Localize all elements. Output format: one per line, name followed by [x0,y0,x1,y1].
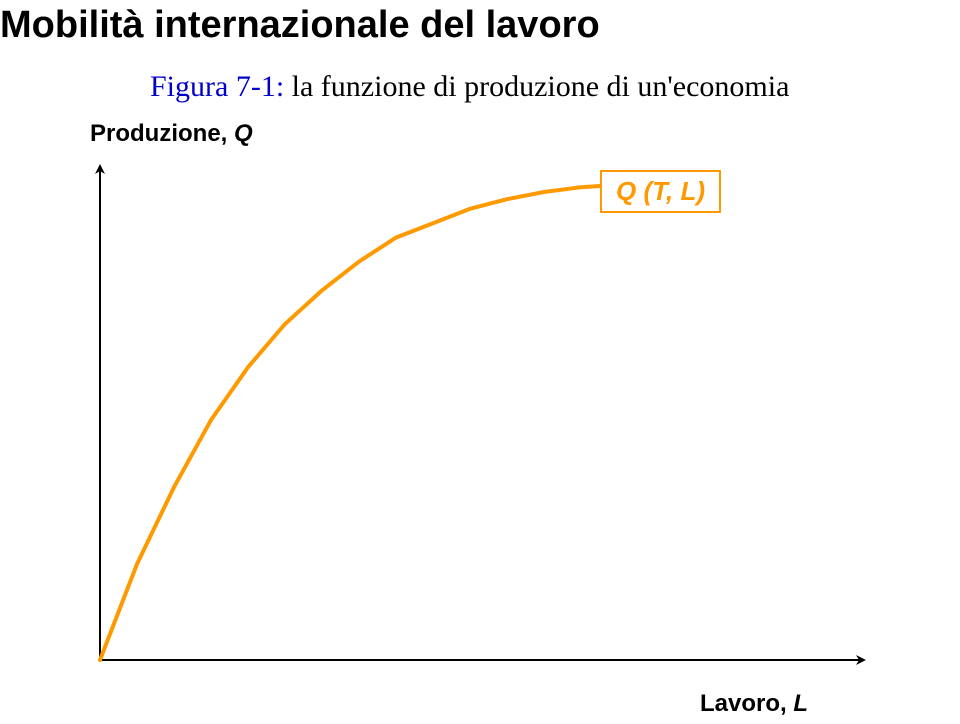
figure-number: Figura 7-1: [150,70,284,103]
y-axis-label: Produzione, Q [90,120,253,148]
figure-caption-text: la funzione di produzione di un'economia [284,70,789,103]
curve-label: Q (T, L) [600,170,721,213]
y-axis-label-var: Q [234,120,253,147]
page-root: Mobilità internazionale del lavoro Figur… [0,0,960,724]
figure-caption: Figura 7-1: la funzione di produzione di… [150,70,789,104]
chart-svg [90,160,870,670]
x-axis-label: Lavoro, L [700,690,808,718]
x-axis-label-prefix: Lavoro, [700,690,793,717]
production-curve [100,185,618,660]
page-title: Mobilità internazionale del lavoro [0,4,600,47]
y-axis-label-prefix: Produzione, [90,120,234,147]
x-axis-label-var: L [793,690,808,717]
chart-plot-area [90,160,870,670]
